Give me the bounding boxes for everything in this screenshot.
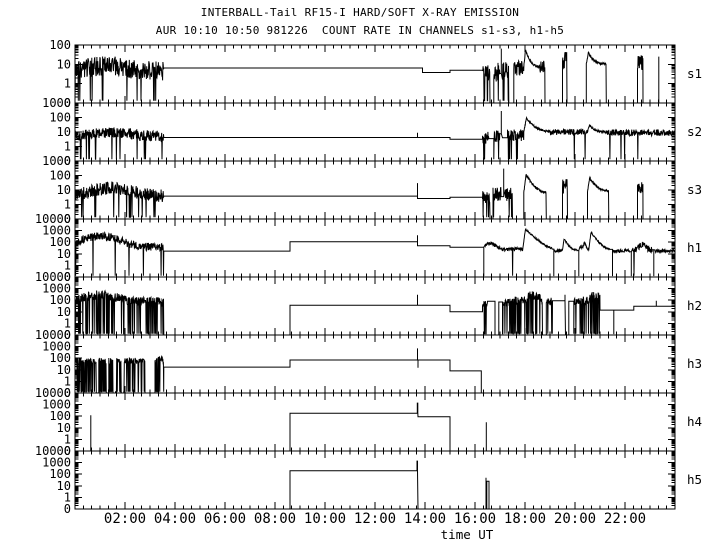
y-tick-label: 0 [64, 328, 71, 342]
y-tick-label: 10000 [35, 386, 71, 400]
figure-title: INTERBALL-Tail RF15-I HARD/SOFT X-RAY EM… [200, 6, 520, 19]
y-tick-label: 100 [49, 111, 71, 125]
panel-ticks-s1 [75, 45, 675, 103]
y-tick-label: 10000 [35, 328, 71, 342]
y-tick-label: 0 [64, 270, 71, 284]
y-tick-label: 10 [57, 305, 71, 319]
panel-ticks-h5 [75, 451, 675, 509]
y-tick-label: 100 [49, 169, 71, 183]
trace-s1 [74, 48, 675, 104]
panel-frame-s1 [74, 44, 676, 104]
panel-frame-h5 [74, 450, 676, 510]
panel-label-s3: s3 [687, 182, 702, 197]
panel-label-h1: h1 [687, 240, 702, 255]
y-tick-label: 1000 [42, 398, 71, 412]
y-tick-label: 100 [49, 409, 71, 423]
y-tick-label: 1000 [42, 224, 71, 238]
y-tick-label: 1 [64, 316, 71, 330]
trace-h4 [75, 402, 675, 452]
y-tick-label: 10 [57, 57, 71, 71]
panel-ticks-h2 [75, 277, 675, 335]
x-tick-label: 06:00 [204, 511, 246, 527]
panel-frame-h3 [74, 334, 676, 394]
panel-label-s2: s2 [687, 124, 702, 139]
y-tick-label: 10 [57, 125, 71, 139]
y-tick-label: 10000 [35, 270, 71, 284]
y-tick-label: 10000 [35, 212, 71, 226]
y-tick-label: 100 [49, 351, 71, 365]
x-tick-label: 02:00 [104, 511, 146, 527]
y-tick-label: 1 [64, 140, 71, 154]
y-tick-label: 1000 [42, 340, 71, 354]
panel-ticks-h3 [75, 335, 675, 393]
y-tick-label: 0 [64, 444, 71, 458]
trace-s2 [74, 111, 676, 160]
x-tick-label: 22:00 [604, 511, 646, 527]
trace-h5 [75, 460, 675, 510]
figure-subtitle: AUR 10:10 10:50 981226 COUNT RATE IN CHA… [155, 24, 565, 37]
trace-h2 [74, 289, 675, 336]
y-tick-label: 1000 [42, 456, 71, 470]
y-tick-label: 10000 [35, 444, 71, 458]
y-tick-label: 0 [64, 502, 71, 516]
trace-h1 [74, 227, 676, 277]
panel-label-h3: h3 [687, 356, 702, 371]
x-tick-label: 18:00 [504, 511, 546, 527]
y-tick-label: 0 [64, 386, 71, 400]
y-tick-label: 10 [57, 183, 71, 197]
y-tick-label: 1 [64, 490, 71, 504]
trace-h3 [74, 348, 675, 394]
y-tick-label: 100 [49, 38, 71, 52]
trace-s3 [74, 168, 675, 220]
y-tick-label: 1000 [42, 96, 71, 110]
x-tick-label: 04:00 [154, 511, 196, 527]
y-tick-label: 1 [64, 77, 71, 91]
panel-label-h2: h2 [687, 298, 702, 313]
y-tick-label: 1 [64, 258, 71, 272]
y-tick-label: 10 [57, 479, 71, 493]
y-tick-label: 1 [64, 432, 71, 446]
y-tick-label: 0 [64, 96, 71, 110]
y-tick-label: 0 [64, 212, 71, 226]
y-tick-label: 1 [64, 198, 71, 212]
panel-ticks-h1 [75, 219, 675, 277]
y-tick-label: 1000 [42, 282, 71, 296]
x-tick-label: 20:00 [554, 511, 596, 527]
y-tick-label: 10 [57, 421, 71, 435]
panel-label-s1: s1 [687, 66, 702, 81]
x-tick-label: 12:00 [354, 511, 396, 527]
y-tick-label: 10 [57, 363, 71, 377]
panel-label-h4: h4 [687, 414, 702, 429]
y-tick-label: 0 [64, 154, 71, 168]
panel-ticks-s3 [75, 161, 675, 219]
panel-ticks-h4 [75, 393, 675, 451]
x-tick-label: 08:00 [254, 511, 296, 527]
y-tick-label: 100 [49, 467, 71, 481]
panel-frame-h1 [74, 218, 676, 278]
panel-label-h5: h5 [687, 472, 702, 487]
y-tick-label: 100 [49, 235, 71, 249]
y-tick-label: 100 [49, 293, 71, 307]
panel-frame-s3 [74, 160, 676, 220]
y-tick-label: 1 [64, 374, 71, 388]
x-tick-label: 16:00 [454, 511, 496, 527]
x-tick-label: 14:00 [404, 511, 446, 527]
x-tick-label: 10:00 [304, 511, 346, 527]
panel-frame-h4 [74, 392, 676, 452]
y-tick-label: 1000 [42, 154, 71, 168]
x-axis-label: time UT [440, 527, 494, 542]
y-tick-label: 10 [57, 247, 71, 261]
